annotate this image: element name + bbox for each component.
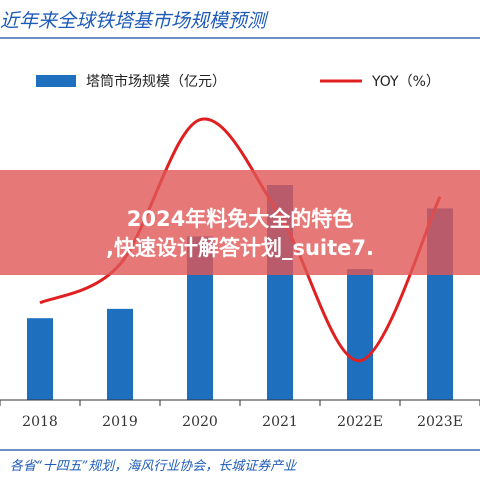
bar-2019 — [107, 308, 133, 400]
x-tick-label: 2021 — [262, 414, 298, 430]
x-tick-label: 2020 — [182, 414, 218, 430]
x-tick-label: 2023E — [417, 414, 463, 430]
bar-2018 — [27, 318, 53, 400]
legend-label-line: YOY（%） — [371, 74, 440, 90]
promo-line-2: ,快速设计解答计划_suite7. — [106, 236, 374, 260]
title-divider — [0, 37, 480, 39]
promo-line-1: 2024年​料免​大全​​的特色 — [126, 207, 354, 231]
x-tick-label: 2018 — [22, 414, 58, 430]
x-axis: 2018 2019 2020 2021 2022E 2023E — [0, 399, 480, 430]
legend-swatch-bar — [36, 75, 76, 87]
chart-title: 近年来全球铁塔基市场规模预测 — [0, 10, 267, 32]
x-tick-label: 2019 — [102, 414, 138, 430]
legend-label-bar: 塔筒市场规模（亿元） — [86, 73, 226, 90]
source-divider — [0, 449, 480, 451]
bar-2022E — [347, 269, 373, 400]
promo-banner — [0, 170, 480, 275]
legend: 塔筒市场规模（亿元） YOY（%） — [36, 73, 440, 90]
source-note: 各省“十四五”规划，海风行业协会，长城证券产业 — [10, 459, 297, 474]
x-tick-label: 2022E — [337, 414, 383, 430]
